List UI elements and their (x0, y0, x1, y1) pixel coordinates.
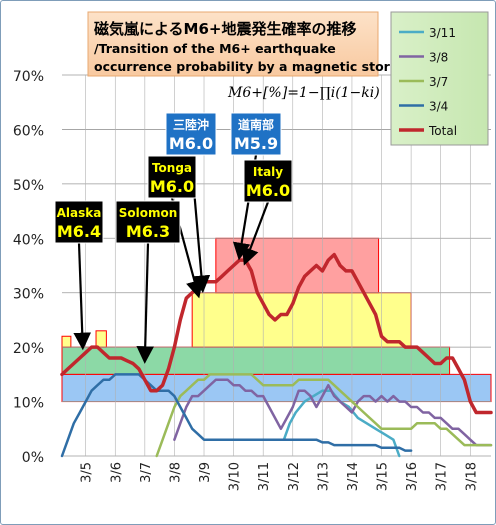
series-line-Total (60, 252, 493, 415)
annotation-label: 三陸沖 (173, 117, 209, 132)
series-line-3-7 (155, 373, 493, 458)
probability-band (61, 373, 492, 403)
annotation-magnitude: M6.0 (246, 181, 290, 200)
probability-band (61, 346, 451, 375)
y-axis-ticks: 0% 10% 20% 30% 40% 50% 60% 70% (13, 69, 44, 466)
y-tick-label: 50% (13, 178, 44, 194)
x-tick-label: 3/9 (198, 462, 213, 483)
annotation-magnitude: M6.4 (57, 222, 101, 241)
annotation-box (115, 200, 181, 244)
x-tick-label: 3/15 (376, 462, 391, 491)
y-tick-label: 70% (13, 69, 44, 85)
annotation-arrow (73, 242, 92, 351)
y-tick-label: 20% (13, 341, 44, 357)
x-tick-label: 3/18 (464, 462, 479, 491)
x-axis-ticks: 3/5 3/6 3/7 3/8 3/9 3/10 3/11 3/12 3/13 3/14 3/15 3… (80, 462, 480, 491)
series-lines (60, 252, 493, 458)
annotation-magnitude: M6.0 (150, 177, 194, 196)
x-tick-label: 3/11 (257, 462, 272, 491)
legend-label: 3/11 (429, 26, 456, 40)
x-tick-label: 3/16 (405, 462, 420, 491)
x-tick-label: 3/6 (109, 462, 124, 483)
annotation-magnitude: M6.3 (126, 222, 170, 241)
annotation-box (147, 155, 197, 199)
y-tick-label: 30% (13, 287, 44, 303)
title-box (87, 11, 379, 77)
y-tick-label: 10% (13, 396, 44, 412)
chart-title: 磁気嵐によるM6+地震発生確率の推移 (94, 20, 356, 38)
annotation-magnitude: M6.0 (169, 134, 213, 153)
legend: 3/11 3/8 3/7 3/4 Total (399, 26, 457, 138)
legend-label: 3/7 (429, 75, 448, 89)
legend-label: 3/4 (429, 100, 448, 114)
annotation-label: Italy (253, 165, 283, 179)
legend-label: Total (428, 124, 457, 138)
x-tick-label: 3/12 (287, 462, 302, 491)
y-tick-label: 40% (13, 232, 44, 248)
x-tick-label: 3/5 (80, 462, 95, 483)
x-tick-label: 3/7 (139, 462, 154, 483)
series-line-3-8 (173, 378, 493, 447)
annotation-box (230, 112, 282, 156)
annotation-magnitude: M5.9 (234, 134, 278, 153)
annotation-label: 道南部 (238, 117, 274, 132)
annotation-arrow (136, 242, 154, 364)
event-annotations: Alaska M6.4 Solomon M6.3 Tonga M6.0 三陸沖 M6.0 道南部… (54, 112, 293, 244)
probability-band (95, 330, 107, 348)
chart-subtitle-line1: /Transition of the M6+ earthquake (94, 41, 336, 56)
annotation-box (165, 112, 217, 156)
probability-band (191, 292, 412, 348)
y-tick-label: 60% (13, 123, 44, 139)
legend-box (390, 11, 489, 146)
formula: M6+[%]=1−∏i(1−ki) (227, 85, 380, 101)
annotation-box (243, 159, 293, 203)
x-tick-label: 3/10 (228, 462, 243, 491)
x-tick-label: 3/14 (346, 462, 361, 491)
annotation-box (54, 200, 104, 244)
annotation-label: Alaska (57, 206, 102, 220)
x-tick-label: 3/17 (435, 462, 450, 491)
probability-band (61, 335, 72, 348)
annotation-label: Solomon (119, 206, 178, 220)
annotation-label: Tonga (152, 161, 192, 175)
x-tick-label: 3/8 (168, 462, 183, 483)
legend-label: 3/8 (429, 51, 448, 65)
chart-subtitle-line2: occurrence probability by a magnetic sto… (94, 59, 408, 74)
annotation-arrow (241, 201, 270, 266)
y-tick-label: 0% (22, 450, 44, 466)
x-tick-label: 3/13 (316, 462, 331, 491)
series-line-3-4 (60, 373, 413, 458)
